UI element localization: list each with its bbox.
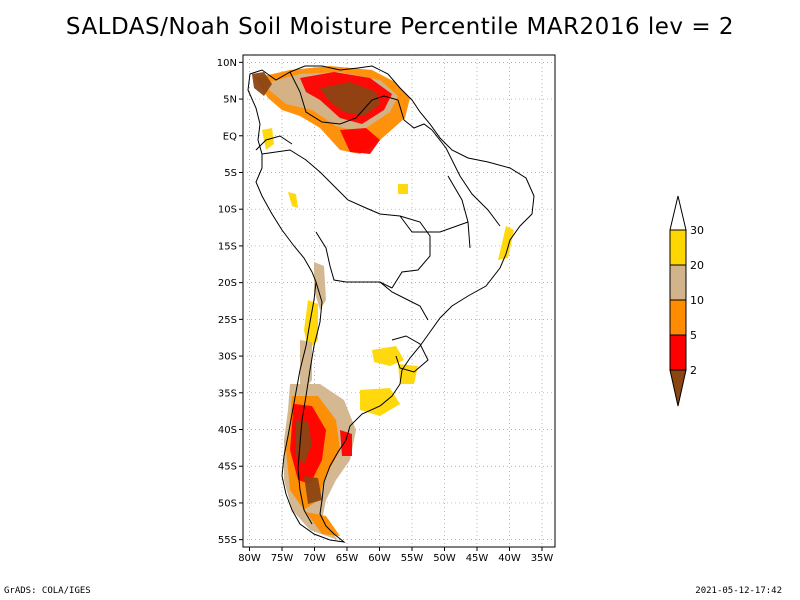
y-tick-label: 50S [218, 498, 237, 509]
border-brazil-bolivia [379, 213, 431, 289]
x-tick-label: 65W [336, 553, 359, 564]
moisture-region [296, 420, 312, 464]
legend-label: 20 [690, 259, 704, 272]
border-ecuador [255, 135, 293, 151]
y-tick-label: 5S [224, 168, 237, 179]
legend-swatch [669, 334, 687, 371]
legend-label: 30 [690, 224, 704, 237]
border-brazil-east [431, 129, 501, 227]
y-tick-label: 35S [218, 388, 237, 399]
y-tick-label: 10N [217, 58, 237, 69]
y-tick-label: 45S [218, 462, 237, 473]
y-tick-label: EQ [223, 131, 237, 142]
border-uruguay [391, 335, 429, 373]
moisture-region [304, 476, 322, 504]
x-tick-label: 50W [433, 553, 456, 564]
y-tick-label: 40S [218, 425, 237, 436]
legend-bottom-arrow [669, 369, 687, 407]
y-tick-label: 15S [218, 241, 237, 252]
border-chile-argentina [297, 281, 323, 525]
moisture-region [314, 262, 326, 310]
south-america-outline [247, 65, 535, 543]
moisture-region [360, 388, 400, 416]
border-brazil-states [399, 175, 471, 249]
border-peru-brazil [261, 149, 381, 215]
soil-moisture-field [252, 66, 514, 540]
legend-label: 5 [690, 329, 697, 342]
border-guianas [397, 99, 433, 131]
moisture-region [300, 340, 312, 396]
x-axis-ticks: 80W 75W 70W 65W 60W 55W 50W 45W 40W 35W [238, 547, 553, 564]
y-tick-label: 30S [218, 352, 237, 363]
moisture-region [288, 192, 298, 208]
footer-credit: GrADS: COLA/IGES [4, 586, 91, 596]
y-tick-label: 55S [218, 535, 237, 546]
x-tick-label: 45W [466, 553, 489, 564]
border-paraguay [379, 281, 429, 321]
border-peru-bolivia [315, 231, 393, 289]
x-tick-label: 75W [271, 553, 294, 564]
legend-swatch [669, 229, 687, 266]
legend-swatch [669, 299, 687, 336]
moisture-region [252, 72, 272, 96]
plot-frame [242, 54, 556, 548]
legend-label: 10 [690, 294, 704, 307]
moisture-region [498, 226, 514, 260]
x-tick-label: 80W [238, 553, 261, 564]
y-axis-ticks: 10N 5N EQ 5S 10S 15S 20S 25S 30S 35S 40S 45S 50S 55S [217, 58, 243, 546]
legend-swatch [669, 264, 687, 301]
x-tick-label: 60W [368, 553, 391, 564]
border-colombia-venezuela [289, 71, 399, 125]
moisture-region [372, 346, 404, 366]
moisture-region [398, 184, 408, 194]
y-tick-label: 20S [218, 278, 237, 289]
x-tick-label: 55W [401, 553, 424, 564]
moisture-region [340, 430, 352, 456]
y-tick-label: 5N [223, 95, 237, 106]
moisture-region [306, 512, 340, 536]
legend-label: 2 [690, 364, 697, 377]
legend-top-arrow [669, 195, 687, 231]
x-tick-label: 40W [498, 553, 521, 564]
coastline [247, 65, 535, 543]
map-title: SALDAS/Noah Soil Moisture Percentile MAR… [65, 14, 735, 40]
moisture-region [340, 128, 380, 154]
y-tick-label: 10S [218, 205, 237, 216]
footer-timestamp: 2021-05-12-17:42 [695, 586, 782, 596]
x-tick-label: 35W [531, 553, 554, 564]
y-tick-label: 25S [218, 315, 237, 326]
x-tick-label: 70W [303, 553, 326, 564]
legend: 30 20 10 5 2 [669, 195, 704, 407]
